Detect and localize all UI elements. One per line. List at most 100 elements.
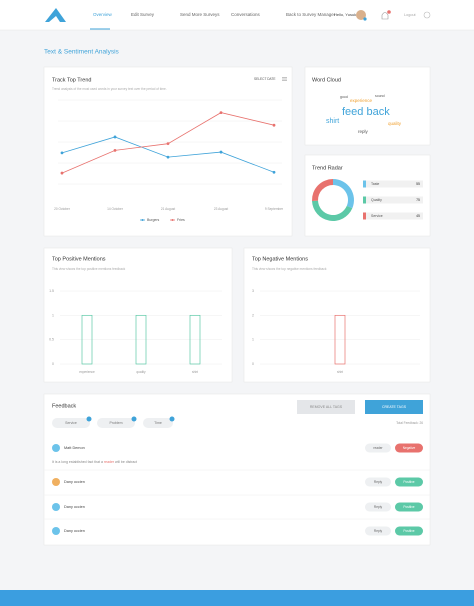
nav-item[interactable]: Overview <box>93 12 113 17</box>
action-button[interactable] <box>395 443 423 453</box>
chart-title: Top Negative Mentions <box>252 256 308 262</box>
legend-marker <box>171 219 174 221</box>
select-date[interactable]: SELECT DATE <box>254 77 276 81</box>
word: feed back <box>342 106 390 118</box>
power-icon[interactable] <box>423 11 431 19</box>
legend-swatch <box>363 196 366 204</box>
nav-item[interactable]: Back to Survey Manager <box>286 12 336 17</box>
action-label[interactable]: reader <box>373 446 383 450</box>
logo[interactable] <box>45 8 66 22</box>
x-tick-label: 14 October <box>107 207 124 211</box>
action-button[interactable] <box>395 477 423 487</box>
filter-chip[interactable] <box>97 418 135 428</box>
avatar-badge <box>363 17 367 21</box>
action-label[interactable]: Reply <box>374 480 383 484</box>
line-point <box>166 155 170 159</box>
bar <box>189 314 201 365</box>
action-button[interactable] <box>395 502 423 512</box>
legend-swatch <box>363 180 366 188</box>
line-point <box>113 149 117 152</box>
x-tick-label: shirt <box>192 370 198 374</box>
filter-label[interactable]: Time <box>154 421 162 425</box>
filter-label[interactable]: Problem <box>109 421 122 425</box>
bell-icon[interactable] <box>381 12 389 20</box>
button-label[interactable]: REMOVE ALL TAGS <box>310 405 343 409</box>
button[interactable] <box>297 400 355 414</box>
card <box>43 66 293 237</box>
donut-segment <box>312 200 353 221</box>
bar <box>135 314 147 365</box>
action-label[interactable]: Negative <box>403 446 416 450</box>
chip-badge[interactable] <box>131 416 137 422</box>
x-tick-label: shirt <box>337 370 343 374</box>
action-label[interactable]: Positive <box>403 505 414 509</box>
word: shirt <box>326 118 339 125</box>
button[interactable] <box>365 400 423 414</box>
avatar <box>52 444 60 452</box>
legend-label: Taste <box>371 182 379 186</box>
line-point <box>60 171 64 175</box>
feedback-text: It is a long established fact that a rea… <box>52 460 137 464</box>
author-name: Dany occien <box>64 505 85 509</box>
bar <box>81 314 93 365</box>
action-button[interactable] <box>365 477 391 487</box>
nav-bar <box>0 0 474 30</box>
line-point <box>272 123 276 127</box>
line-point <box>113 135 117 139</box>
total-feedback: Total Feedback: 26 <box>396 421 423 425</box>
chart-subtitle: This view shows the top positive mention… <box>52 267 126 271</box>
text-part: will be distract <box>114 460 137 464</box>
line-point <box>219 111 223 114</box>
nav-item[interactable]: Conversations <box>231 12 261 17</box>
button-label[interactable]: CREATE TAGS <box>382 405 407 409</box>
x-tick-label: 9 September <box>265 207 284 211</box>
donut-segment <box>333 179 354 209</box>
filter-label[interactable]: Service <box>65 421 77 425</box>
action-button[interactable] <box>395 526 423 536</box>
word: quality <box>388 121 402 126</box>
card <box>43 393 431 546</box>
legend-bar <box>363 196 423 204</box>
action-label[interactable]: Positive <box>403 529 414 533</box>
card <box>304 154 431 237</box>
legend-label: Service <box>371 214 383 218</box>
chart-subtitle: Trend analysis of the most used words in… <box>52 87 167 91</box>
text-part: reader <box>104 460 115 464</box>
legend-label: Fries <box>177 218 185 222</box>
action-label[interactable]: Positive <box>403 480 414 484</box>
action-label[interactable]: Reply <box>374 505 383 509</box>
legend-label: Quality <box>371 198 382 202</box>
card-title: Feedback <box>52 403 76 409</box>
x-tick-label: experience <box>79 370 95 374</box>
y-tick-label: 0 <box>52 362 54 366</box>
avatar[interactable] <box>356 10 366 20</box>
action-button[interactable] <box>365 443 391 453</box>
filter-chip[interactable] <box>143 418 173 428</box>
nav-item[interactable]: Send More Surveys <box>180 12 220 17</box>
action-button[interactable] <box>365 526 391 536</box>
action-label[interactable]: Reply <box>374 529 383 533</box>
filter-chip[interactable] <box>52 418 90 428</box>
line-point <box>219 150 223 154</box>
y-tick-label: 1.5 <box>49 289 54 293</box>
chip-badge[interactable] <box>169 416 175 422</box>
legend-value: 75 <box>416 198 420 202</box>
word: reply <box>358 129 369 134</box>
chip-badge[interactable] <box>86 416 92 422</box>
card-title: Word Cloud <box>312 77 341 83</box>
action-button[interactable] <box>365 502 391 512</box>
legend-bar <box>363 212 423 220</box>
nav-item[interactable]: Edit Survey <box>131 12 155 17</box>
word: sound <box>375 94 385 98</box>
x-tick-label: 20 October <box>54 207 71 211</box>
line-point <box>166 142 170 146</box>
legend-value: 55 <box>416 182 420 186</box>
x-tick-label: quality <box>136 370 146 374</box>
legend-value: 45 <box>416 214 420 218</box>
y-tick-label: 2 <box>252 313 254 317</box>
card <box>304 66 431 146</box>
logout[interactable]: Logout <box>404 13 417 17</box>
line-point <box>60 151 64 155</box>
author-name: Dany occien <box>64 480 85 484</box>
